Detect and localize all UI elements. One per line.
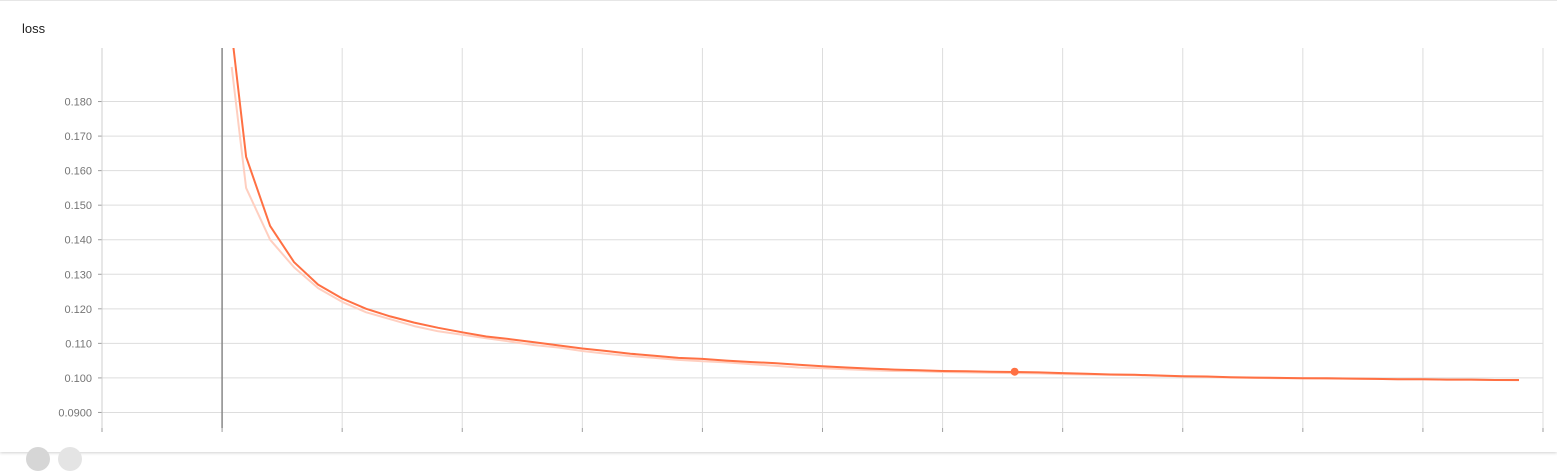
y-tick-label: 0.130 <box>64 269 92 281</box>
y-tick-label: 0.0900 <box>58 407 92 419</box>
y-tick-label: 0.120 <box>64 304 92 316</box>
y-tick-label: 0.160 <box>64 166 92 178</box>
y-tick-label: 0.100 <box>64 373 92 385</box>
y-tick-label: 0.170 <box>64 131 92 143</box>
raw-loss-line <box>230 66 1520 382</box>
y-tick-label: 0.150 <box>64 200 92 212</box>
axis-layer: 0.0900 0.100 0.110 0.120 0.130 0.140 0.150 0.16… <box>58 48 1544 432</box>
line-layer <box>230 48 1520 382</box>
loss-line-chart[interactable]: 0.0900 0.100 0.110 0.120 0.130 0.140 0.150 0.16… <box>0 1 1557 452</box>
y-tick-label: 0.180 <box>64 97 92 109</box>
y-tick-label: 0.140 <box>64 235 92 247</box>
chart-title: loss <box>22 21 46 36</box>
y-tick-label: 0.110 <box>65 338 92 350</box>
smoothed-loss-line <box>232 48 1519 381</box>
grid-layer <box>101 48 1544 428</box>
highlight-point <box>1010 367 1019 376</box>
overlay-layer <box>221 48 1019 428</box>
